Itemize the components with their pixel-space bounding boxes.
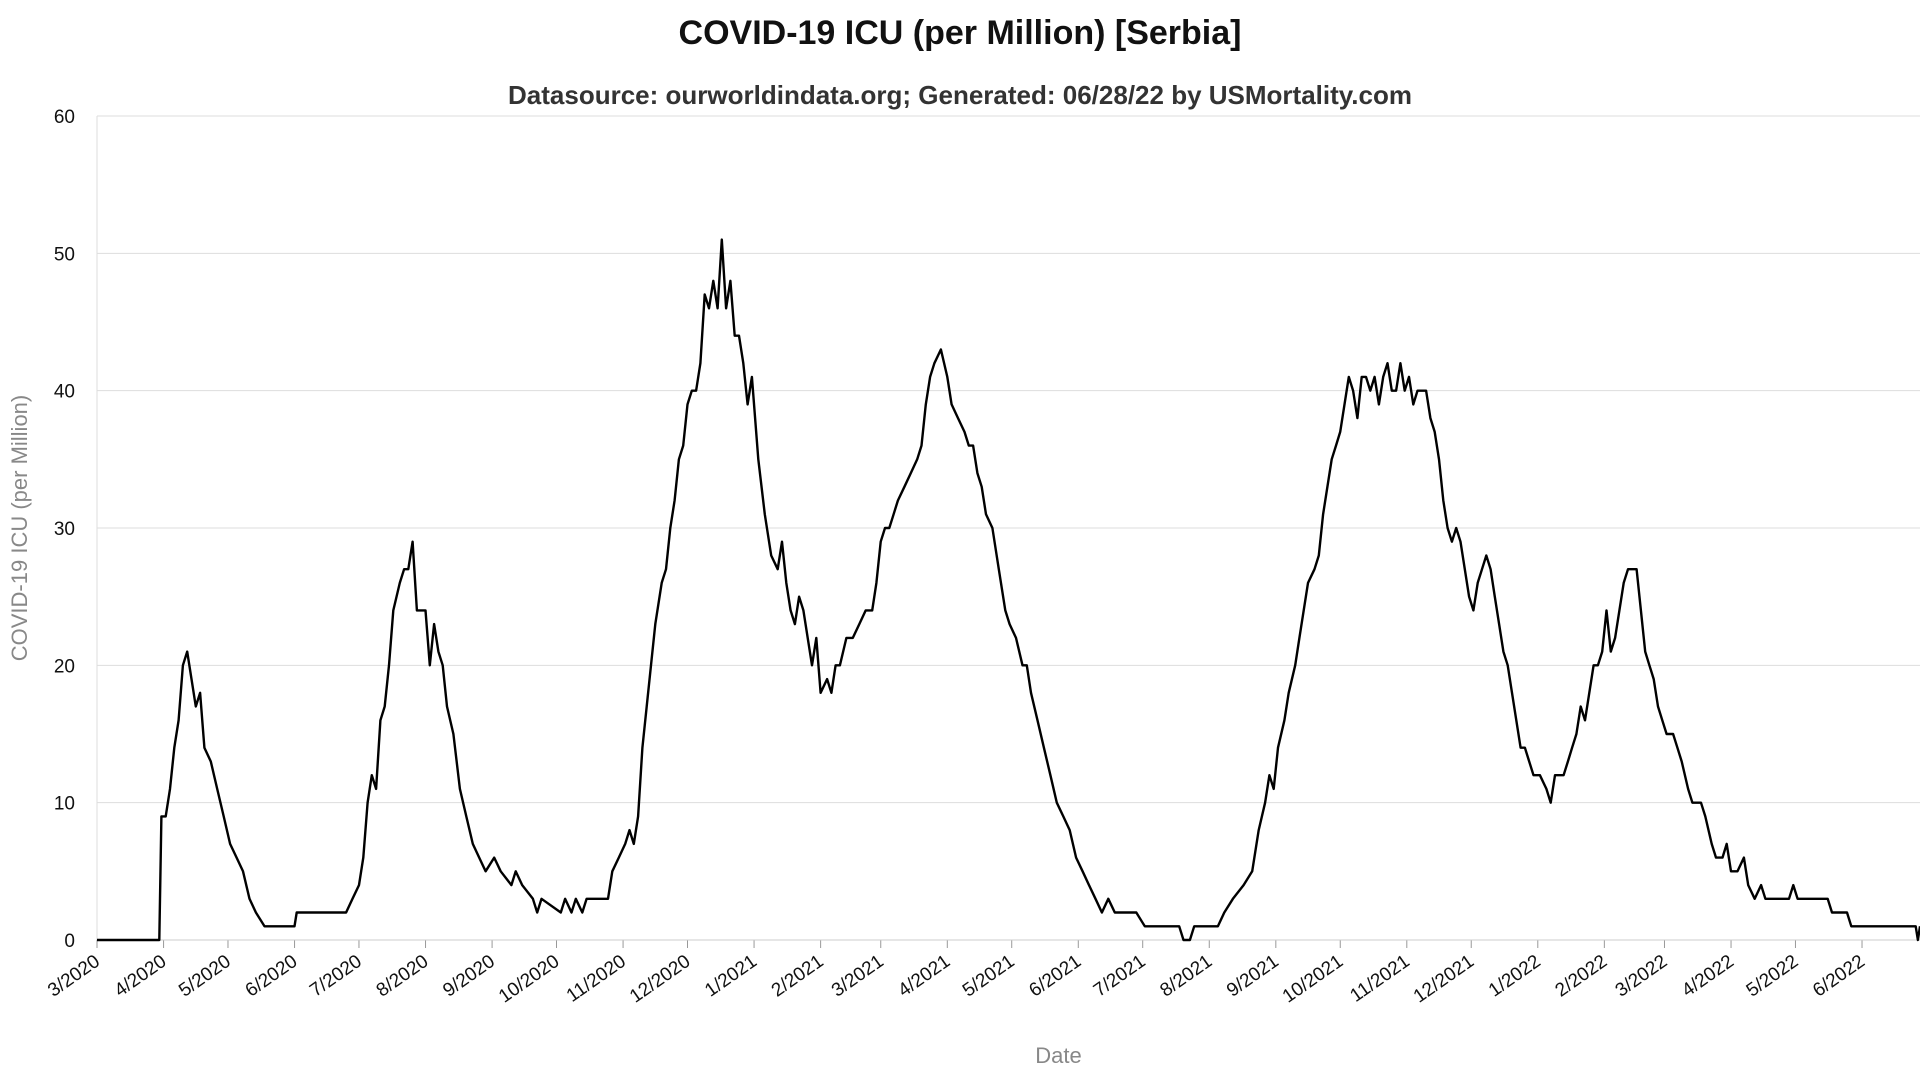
chart-title: COVID-19 ICU (per Million) [Serbia] [678,14,1242,52]
x-axis-label: Date [1035,1043,1081,1068]
x-tick-label: 4/2020 [111,951,171,1002]
y-tick-label: 0 [64,931,75,952]
x-tick-label: 5/2022 [1743,951,1803,1002]
gridlines [97,115,1920,941]
x-tick-label: 3/2022 [1612,951,1672,1002]
y-tick-label: 50 [54,244,75,265]
chart-subtitle: Datasource: ourworldindata.org; Generate… [508,80,1412,110]
x-tick-label: 1/2021 [701,951,761,1002]
x-tick-label: 6/2022 [1809,951,1869,1002]
x-tick-label: 8/2020 [373,951,433,1002]
y-axis-label: COVID-19 ICU (per Million) [7,395,32,662]
x-tick-label: 3/2020 [44,951,104,1002]
x-tick-label: 2/2021 [768,951,828,1002]
y-tick-label: 60 [54,107,75,128]
y-axis-ticks: 0 10 20 30 40 50 60 [54,107,75,952]
x-tick-label: 10/2020 [495,951,563,1008]
x-tick-label: 7/2020 [306,951,366,1002]
series-line [97,238,1920,942]
x-tick-label: 9/2021 [1223,951,1283,1002]
x-tick-label: 11/2021 [1347,951,1414,1007]
x-tick-label: 12/2020 [626,951,694,1008]
x-tick-label: 6/2020 [242,951,302,1002]
x-tick-label: 6/2021 [1025,951,1085,1002]
x-tick-label: 7/2021 [1090,951,1150,1002]
x-tick-label: 2/2022 [1552,951,1612,1002]
x-tick-label: 5/2021 [959,951,1019,1002]
y-tick-label: 20 [54,656,75,677]
x-tick-label: 1/2022 [1485,951,1545,1002]
x-tick-label: 4/2021 [895,951,955,1002]
x-tick-label: 5/2020 [175,951,235,1002]
y-tick-label: 40 [54,382,75,403]
x-tick-label: 11/2020 [563,951,630,1007]
y-tick-label: 10 [54,794,75,815]
x-tick-label: 3/2021 [828,951,888,1002]
x-tick-label: 12/2021 [1410,951,1478,1008]
x-axis-ticks: 3/2020 4/2020 5/2020 6/2020 7/2020 8/2020 9/20… [44,940,1869,1007]
x-tick-label: 8/2021 [1156,951,1216,1002]
x-tick-label: 4/2022 [1678,951,1738,1002]
x-tick-label: 10/2021 [1279,951,1347,1008]
x-tick-label: 9/2020 [439,951,499,1002]
y-tick-label: 30 [54,519,75,540]
